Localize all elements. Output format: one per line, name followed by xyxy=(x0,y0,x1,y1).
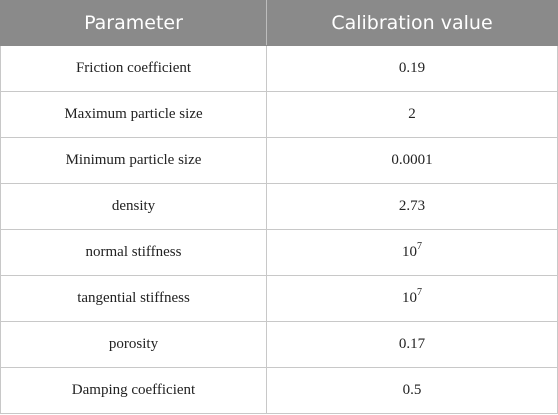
parameter-cell: Minimum particle size xyxy=(0,137,267,184)
table-body: Friction coefficient 0.19 Maximum partic… xyxy=(0,45,558,414)
table-row: porosity 0.17 xyxy=(0,321,558,368)
table-row: Maximum particle size 2 xyxy=(0,91,558,138)
value-exponent: 7 xyxy=(417,287,422,298)
value-cell: 0.19 xyxy=(266,45,558,92)
table-row: density 2.73 xyxy=(0,183,558,230)
value-cell: 2 xyxy=(266,91,558,138)
parameter-cell: tangential stiffness xyxy=(0,275,267,322)
value-text: 2 xyxy=(408,106,416,122)
value-text: 0.5 xyxy=(402,382,422,398)
value-cell: 107 xyxy=(266,229,558,276)
value-text: 0.17 xyxy=(398,336,426,352)
value-cell: 0.0001 xyxy=(266,137,558,184)
parameter-cell: Damping coefficient xyxy=(0,367,267,414)
header-calibration-value: Calibration value xyxy=(266,0,558,46)
table-row: Minimum particle size 0.0001 xyxy=(0,137,558,184)
value-cell: 2.73 xyxy=(266,183,558,230)
value-text: 10 xyxy=(402,244,417,260)
table-row: tangential stiffness 107 xyxy=(0,275,558,322)
table-row: Friction coefficient 0.19 xyxy=(0,45,558,92)
parameter-cell: porosity xyxy=(0,321,267,368)
parameter-cell: normal stiffness xyxy=(0,229,267,276)
value-cell: 0.5 xyxy=(266,367,558,414)
table-header-row: Parameter Calibration value xyxy=(0,0,558,46)
header-parameter: Parameter xyxy=(0,0,267,46)
table-row: normal stiffness 107 xyxy=(0,229,558,276)
parameter-cell: density xyxy=(0,183,267,230)
table-row: Damping coefficient 0.5 xyxy=(0,367,558,414)
value-cell: 107 xyxy=(266,275,558,322)
parameter-cell: Maximum particle size xyxy=(0,91,267,138)
value-text: 0.0001 xyxy=(391,152,433,168)
parameter-cell: Friction coefficient xyxy=(0,45,267,92)
value-text: 0.19 xyxy=(398,60,426,76)
value-text: 2.73 xyxy=(398,198,426,214)
value-cell: 0.17 xyxy=(266,321,558,368)
value-exponent: 7 xyxy=(417,241,422,252)
value-text: 10 xyxy=(402,290,417,306)
